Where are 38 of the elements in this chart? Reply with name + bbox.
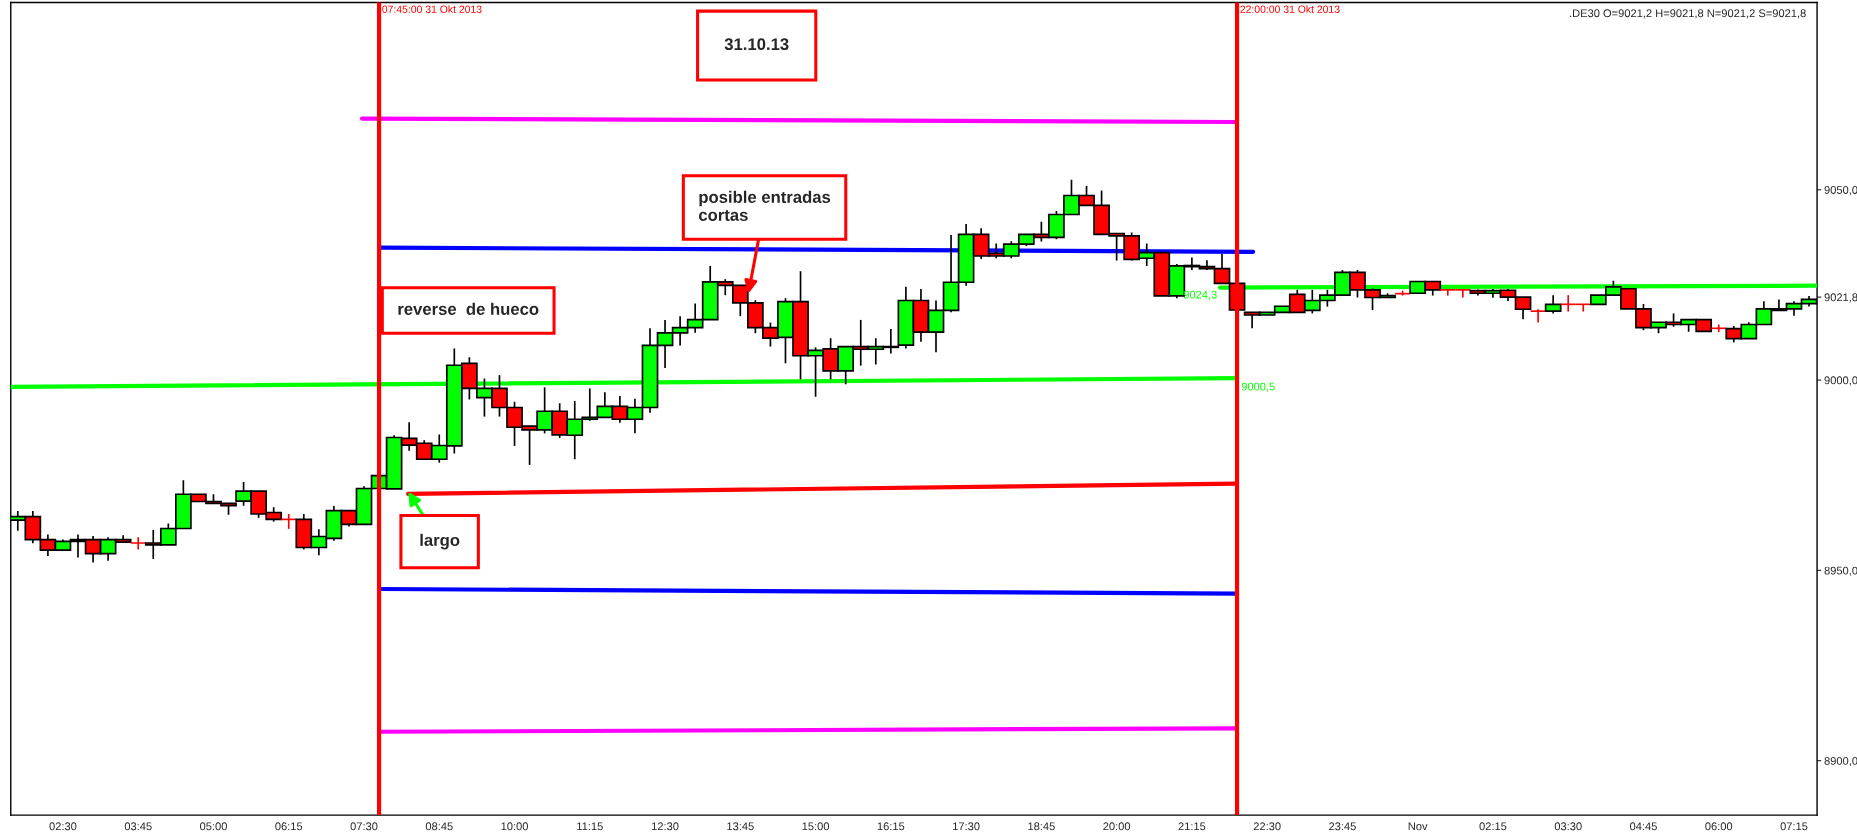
x-tick-label: 07:30: [350, 822, 378, 831]
x-tick-label: 10:00: [501, 822, 528, 831]
y-tick-label: 9000,0: [1824, 376, 1857, 386]
x-tick-label: 05:00: [200, 822, 227, 831]
x-tick-label: 17:30: [953, 822, 980, 831]
annotation: largo: [420, 533, 460, 550]
y-tick-label: 9021,8: [1824, 293, 1857, 303]
x-tick-label: 11:15: [577, 822, 603, 831]
ref-line-label: 22:00:00 31 Okt 2013: [1240, 5, 1340, 13]
x-tick-label: 03:45: [124, 822, 152, 831]
x-tick-label: 23:45: [1329, 822, 1356, 831]
y-tick-label: 8950,0: [1824, 566, 1857, 576]
x-tick-label: 07:15: [1780, 822, 1808, 831]
x-tick-label: 22:30: [1253, 822, 1281, 831]
ref-line-label: 07:45:00 31 Okt 2013: [382, 5, 482, 13]
x-tick-label: 16:15: [877, 822, 905, 831]
annotation: 9000,5: [1241, 382, 1275, 392]
annotation: reverse de hueco: [398, 302, 539, 315]
x-tick-label: Nov: [1408, 822, 1428, 831]
annotation: posible entradas cortas: [699, 190, 831, 221]
x-tick-label: 03:30: [1554, 822, 1582, 831]
x-tick-label: 02:15: [1479, 822, 1507, 831]
x-tick-label: 06:15: [275, 822, 303, 831]
x-tick-label: 08:45: [425, 822, 453, 831]
x-tick-label: 21:15: [1178, 822, 1206, 831]
x-tick-label: 15:00: [802, 822, 830, 831]
annotation: 9024,3: [1183, 290, 1217, 300]
x-tick-label: 12:30: [652, 822, 679, 831]
x-tick-label: 02:30: [49, 822, 77, 831]
x-tick-label: 20:00: [1103, 822, 1131, 831]
x-tick-label: 18:45: [1028, 822, 1055, 831]
y-tick-label: 8900,0: [1824, 756, 1857, 767]
annotation: 31.10.13: [724, 38, 789, 51]
x-tick-label: 04:45: [1630, 822, 1657, 831]
y-tick-label: 9050,0: [1824, 186, 1857, 196]
x-tick-label: 06:00: [1705, 822, 1733, 831]
annotation: .DE30 O=9021,2 H=9021,8 N=9021,2 S=9021,8: [1570, 9, 1806, 19]
x-tick-label: 13:45: [727, 822, 754, 831]
